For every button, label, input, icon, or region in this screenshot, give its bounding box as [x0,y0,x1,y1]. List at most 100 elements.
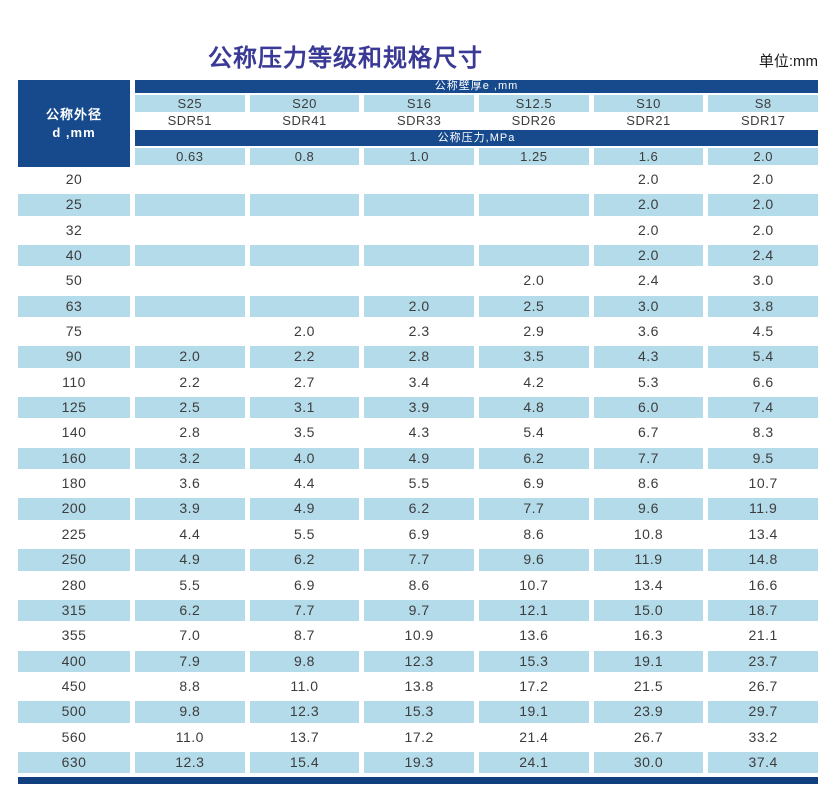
wall-thickness-cell: 17.2 [478,673,589,700]
wall-thickness-cell: 6.2 [249,547,360,573]
row-diameter-cell: 355 [18,623,130,649]
wall-thickness-cell: 5.4 [708,344,818,370]
wall-thickness-cell: 3.9 [135,496,245,522]
wall-thickness-cell: 16.6 [708,572,818,598]
table-body: 20 2.0 2.0 25 2.0 2.0 32 2.0 2.0 40 2.0 2.4 50 2.0 2.4… [18,167,818,776]
wall-thickness-cell [249,167,360,193]
wall-thickness-cell: 3.9 [364,395,474,421]
wall-thickness-cell [135,217,245,244]
wall-thickness-cell: 12.3 [249,699,360,725]
wall-thickness-cell: 4.3 [593,344,704,370]
row-diameter-cell: 280 [18,572,130,598]
wall-thickness-cell: 6.2 [478,445,589,472]
wall-thickness-cell: 2.0 [364,293,474,320]
wall-thickness-cell: 2.3 [364,319,474,345]
table-row: 50 2.0 2.4 3.0 [18,268,818,294]
table-row: 140 2.8 3.5 4.3 5.4 6.7 8.3 [18,420,818,446]
wall-thickness-cell: 6.2 [364,496,474,522]
wall-thickness-cell: 37.4 [708,749,818,776]
wall-thickness-cell: 13.6 [478,623,589,649]
wall-thickness-cell: 19.1 [478,699,589,725]
wall-thickness-cell: 6.9 [364,521,474,548]
wall-thickness-cell: 5.3 [593,369,704,396]
wall-thickness-cell: 6.0 [593,395,704,421]
wall-thickness-cell: 11.9 [593,547,704,573]
wall-thickness-cell [249,192,360,218]
table-row: 110 2.2 2.7 3.4 4.2 5.3 6.6 [18,369,818,396]
wall-thickness-cell [478,243,589,269]
wall-thickness-cell: 4.9 [249,496,360,522]
row-diameter-cell: 250 [18,547,130,573]
wall-thickness-cell: 7.7 [364,547,474,573]
corner-header-line2: d ,mm [52,124,96,140]
wall-thickness-cell: 17.2 [364,724,474,750]
wall-thickness-cell: 16.3 [593,623,704,649]
wall-thickness-cell: 2.8 [135,420,245,446]
wall-thickness-cell: 21.1 [708,623,818,649]
wall-thickness-cell: 2.4 [593,268,704,294]
corner-header-line1: 公称外径 [45,106,102,122]
row-diameter-cell: 140 [18,420,130,446]
row-diameter-cell: 75 [18,319,130,345]
sdr-label-cell: SDR26 [478,112,589,130]
row-diameter-cell: 110 [18,369,130,396]
table-row: 315 6.2 7.7 9.7 12.1 15.0 18.7 [18,597,818,624]
table-row: 32 2.0 2.0 [18,217,818,244]
table-row: 125 2.5 3.1 3.9 4.8 6.0 7.4 [18,395,818,421]
wall-thickness-cell [249,217,360,244]
wall-thickness-cell: 3.5 [478,344,589,370]
wall-thickness-cell [249,268,360,294]
wall-thickness-cell [249,243,360,269]
row-diameter-cell: 32 [18,217,130,244]
wall-thickness-cell [135,167,245,193]
wall-thickness-cell [135,268,245,294]
table-row: 160 3.2 4.0 4.9 6.2 7.7 9.5 [18,445,818,472]
sdr-label-cell: SDR41 [249,112,360,130]
wall-thickness-cell: 2.2 [249,344,360,370]
wall-thickness-cell: 23.9 [593,699,704,725]
wall-thickness-cell: 2.8 [364,344,474,370]
wall-thickness-cell: 2.0 [708,167,818,193]
wall-thickness-cell [478,217,589,244]
wall-thickness-cell: 21.4 [478,724,589,750]
series-label-cell: S10 [593,95,704,112]
wall-thickness-cell: 21.5 [593,673,704,700]
row-diameter-cell: 40 [18,243,130,269]
wall-thickness-cell: 30.0 [593,749,704,776]
wall-thickness-cell: 8.3 [708,420,818,446]
wall-thickness-cell: 13.8 [364,673,474,700]
page-title: 公称压力等级和规格尺寸 [208,45,483,72]
bottom-bar [18,777,818,785]
wall-thickness-band: 公称壁厚e ,mm [135,80,818,93]
row-diameter-cell: 225 [18,521,130,548]
row-diameter-cell: 200 [18,496,130,522]
wall-thickness-cell: 11.9 [708,496,818,522]
wall-thickness-cell: 14.8 [708,547,818,573]
wall-thickness-cell [364,268,474,294]
wall-thickness-cell: 2.0 [593,217,704,244]
pressure-value-cell: 0.63 [135,148,245,165]
table-row: 200 3.9 4.9 6.2 7.7 9.6 11.9 [18,496,818,522]
wall-thickness-cell: 3.0 [593,293,704,320]
corner-header: 公称外径 d ,mm [18,80,130,167]
row-diameter-cell: 400 [18,648,130,674]
wall-thickness-cell: 3.4 [364,369,474,396]
wall-thickness-cell: 9.8 [135,699,245,725]
wall-thickness-cell: 24.1 [478,749,589,776]
wall-thickness-cell: 2.0 [593,167,704,193]
wall-thickness-cell: 9.6 [593,496,704,522]
wall-thickness-cell: 8.8 [135,673,245,700]
wall-thickness-cell: 2.4 [708,243,818,269]
wall-thickness-cell: 4.9 [135,547,245,573]
wall-thickness-cell: 2.0 [708,192,818,218]
wall-thickness-cell: 7.7 [249,597,360,624]
wall-thickness-cell: 3.5 [249,420,360,446]
wall-thickness-cell: 13.7 [249,724,360,750]
wall-thickness-cell [364,192,474,218]
wall-thickness-cell: 4.9 [364,445,474,472]
wall-thickness-cell: 11.0 [135,724,245,750]
wall-thickness-cell: 9.7 [364,597,474,624]
pressure-value-cell: 2.0 [708,148,818,165]
wall-thickness-cell: 7.4 [708,395,818,421]
